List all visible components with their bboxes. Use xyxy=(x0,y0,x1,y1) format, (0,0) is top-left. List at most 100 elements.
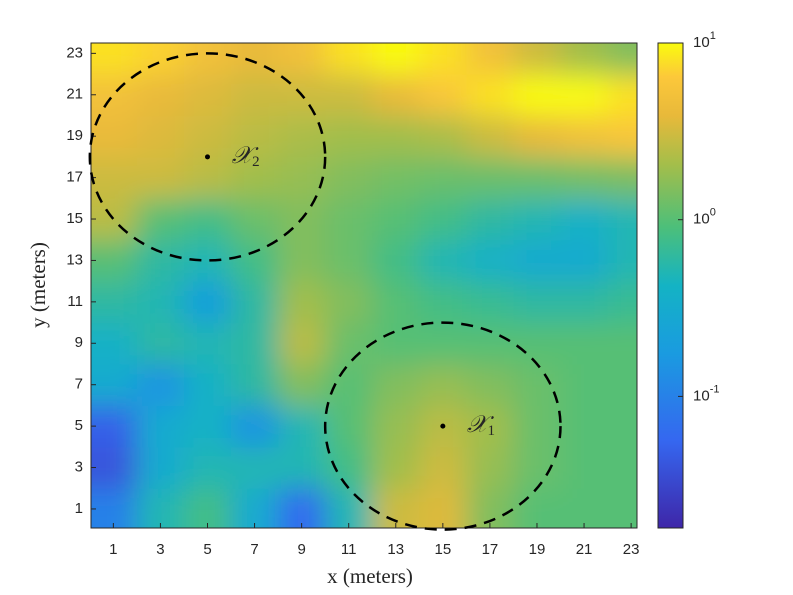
heat-cell xyxy=(231,363,279,406)
center-point xyxy=(440,423,446,429)
heat-cell xyxy=(278,488,326,528)
heat-cell xyxy=(372,115,420,158)
heat-cell xyxy=(183,446,232,489)
heat-cell xyxy=(231,74,279,116)
heat-cell xyxy=(513,281,562,324)
heat-cell xyxy=(231,405,279,448)
heat-cell xyxy=(136,281,185,324)
heat-cell xyxy=(560,281,609,324)
heat-cell xyxy=(466,198,514,241)
y-axis-label: y (meters) xyxy=(26,242,50,328)
x-tick-label: 13 xyxy=(387,541,404,558)
heat-cell xyxy=(419,446,467,489)
heat-cell xyxy=(513,405,562,448)
heat-cell xyxy=(607,198,637,241)
heat-cell xyxy=(372,156,420,199)
heat-cell xyxy=(372,198,420,241)
y-tick-label: 9 xyxy=(75,334,83,351)
y-tick-label: 5 xyxy=(75,417,83,434)
heat-cell xyxy=(91,115,138,158)
heat-cell xyxy=(513,43,562,75)
heat-cell xyxy=(231,115,279,158)
heat-cell xyxy=(607,281,637,324)
heat-cell xyxy=(419,198,467,241)
heat-cell xyxy=(560,363,609,406)
heat-cell xyxy=(513,363,562,406)
y-tick-label: 19 xyxy=(66,127,83,144)
heat-cell xyxy=(607,322,637,365)
heat-cell xyxy=(419,363,467,406)
heat-cell xyxy=(466,363,514,406)
heat-cell xyxy=(607,363,637,406)
heat-cell xyxy=(278,156,326,199)
heat-cell xyxy=(466,156,514,199)
heat-cell xyxy=(278,239,326,282)
heat-cell xyxy=(607,74,637,116)
heat-cell xyxy=(466,281,514,324)
heat-cell xyxy=(419,239,467,282)
heat-cell xyxy=(419,281,467,324)
heat-cell xyxy=(91,363,138,406)
heat-cell xyxy=(513,198,562,241)
y-tick-label: 15 xyxy=(66,210,83,227)
heat-cell xyxy=(91,488,138,528)
x-tick-label: 1 xyxy=(109,541,117,558)
heat-cell xyxy=(278,281,326,324)
heat-cell xyxy=(183,405,232,448)
heat-cell xyxy=(607,156,637,199)
heat-cell xyxy=(419,74,467,116)
x-tick-label: 17 xyxy=(482,541,499,558)
heat-cell xyxy=(372,363,420,406)
heat-cell xyxy=(372,281,420,324)
heat-cell xyxy=(560,446,609,489)
x-tick-label: 21 xyxy=(576,541,593,558)
heat-cell xyxy=(466,239,514,282)
heat-cell xyxy=(513,446,562,489)
x-axis-label: x (meters) xyxy=(327,564,413,588)
heat-cell xyxy=(183,74,232,116)
heat-cell xyxy=(325,115,373,158)
heat-cell xyxy=(325,405,373,448)
x-tick-label: 5 xyxy=(203,541,211,558)
y-tick-label: 3 xyxy=(75,458,83,475)
heat-cell xyxy=(466,43,514,75)
heat-cell xyxy=(560,115,609,158)
x-tick-label: 11 xyxy=(341,541,357,558)
heat-cell xyxy=(231,446,279,489)
heat-cell xyxy=(325,281,373,324)
heat-cell xyxy=(466,322,514,365)
heat-cell xyxy=(466,446,514,489)
heat-cell xyxy=(231,488,279,528)
heat-cell xyxy=(231,156,279,199)
heat-cell xyxy=(91,405,138,448)
heat-cell xyxy=(372,239,420,282)
heat-cell xyxy=(136,156,185,199)
heat-cell xyxy=(372,446,420,489)
heat-cell xyxy=(325,198,373,241)
heat-cell xyxy=(183,198,232,241)
heat-cell xyxy=(325,156,373,199)
x-tick-label: 9 xyxy=(297,541,305,558)
heat-cell xyxy=(136,363,185,406)
heat-cell xyxy=(136,74,185,116)
heat-cell xyxy=(513,239,562,282)
y-tick-label: 23 xyxy=(66,44,83,61)
heat-cell xyxy=(231,322,279,365)
heat-cell xyxy=(325,43,373,75)
heatmap xyxy=(91,43,637,528)
heat-cell xyxy=(325,239,373,282)
heat-cell xyxy=(513,74,562,116)
heat-cell xyxy=(513,488,562,528)
heat-cell xyxy=(419,43,467,75)
heat-cell xyxy=(607,239,637,282)
heat-cell xyxy=(278,322,326,365)
region-circle xyxy=(323,321,562,531)
y-tick-label: 1 xyxy=(75,500,83,517)
heat-cell xyxy=(183,43,232,75)
heat-cell xyxy=(325,446,373,489)
heat-cell xyxy=(560,43,609,75)
heat-cell xyxy=(91,322,138,365)
heat-cell xyxy=(419,115,467,158)
heat-cell xyxy=(466,74,514,116)
